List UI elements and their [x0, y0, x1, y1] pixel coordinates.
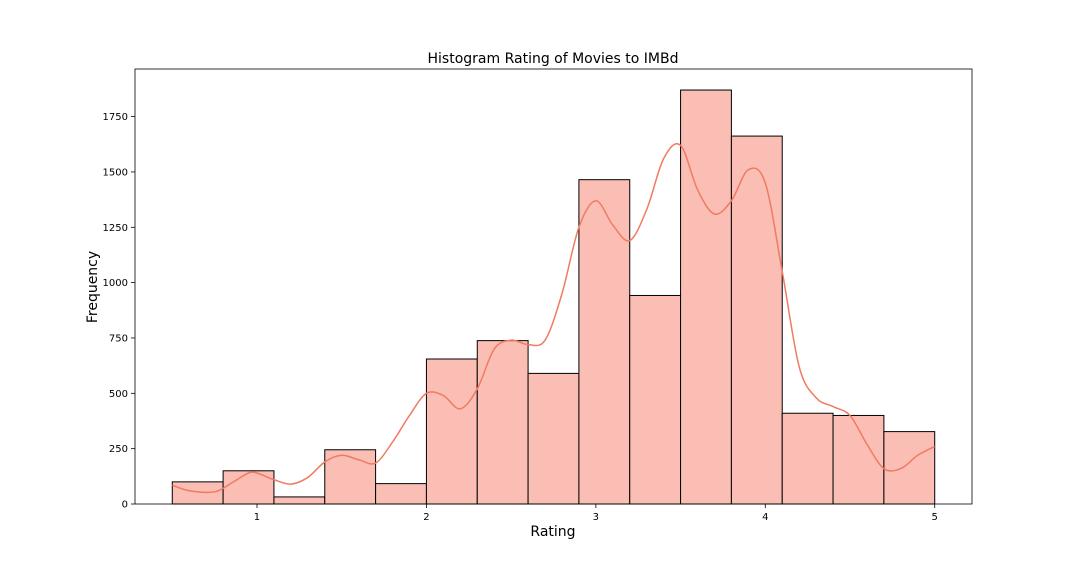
x-axis: 1 2 3 4 5 [254, 504, 938, 523]
bars-group [171, 89, 936, 505]
histogram-bar [324, 449, 377, 505]
histogram-bar [781, 412, 834, 505]
y-axis: 0 250 500 750 1000 1250 1500 1750 [103, 112, 135, 511]
histogram-bar [730, 135, 783, 505]
histogram-bar [680, 89, 732, 505]
y-tick-label: 750 [109, 333, 128, 344]
histogram-bar [476, 340, 529, 505]
x-tick-label: 2 [423, 512, 429, 523]
plot-frame [134, 68, 973, 505]
y-tick-label: 1500 [103, 167, 128, 178]
y-tick-label: 250 [109, 444, 128, 455]
x-tick-label: 5 [932, 512, 938, 523]
y-tick-label: 1750 [103, 112, 128, 123]
kde-line [172, 143, 936, 494]
y-tick-label: 500 [109, 389, 128, 400]
y-tick-label: 1250 [103, 223, 128, 234]
x-tick-label: 1 [254, 512, 260, 523]
y-tick-label: 0 [122, 500, 128, 511]
y-tick-label: 1000 [103, 278, 128, 289]
histogram-bar [273, 496, 326, 505]
histogram-bar [375, 483, 427, 505]
x-axis-label: Rating [530, 524, 575, 540]
histogram-bar [629, 294, 682, 505]
histogram-bar [425, 358, 478, 505]
y-axis-label: Frequency [85, 251, 101, 323]
histogram-bar [171, 481, 224, 505]
histogram-bar [527, 372, 580, 505]
histogram-bar [883, 431, 936, 505]
histogram-bar [578, 179, 631, 505]
x-tick-label: 4 [762, 512, 768, 523]
chart-title: Histogram Rating of Movies to IMBd [428, 51, 679, 67]
x-tick-label: 3 [593, 512, 599, 523]
histogram-bar [222, 470, 275, 505]
